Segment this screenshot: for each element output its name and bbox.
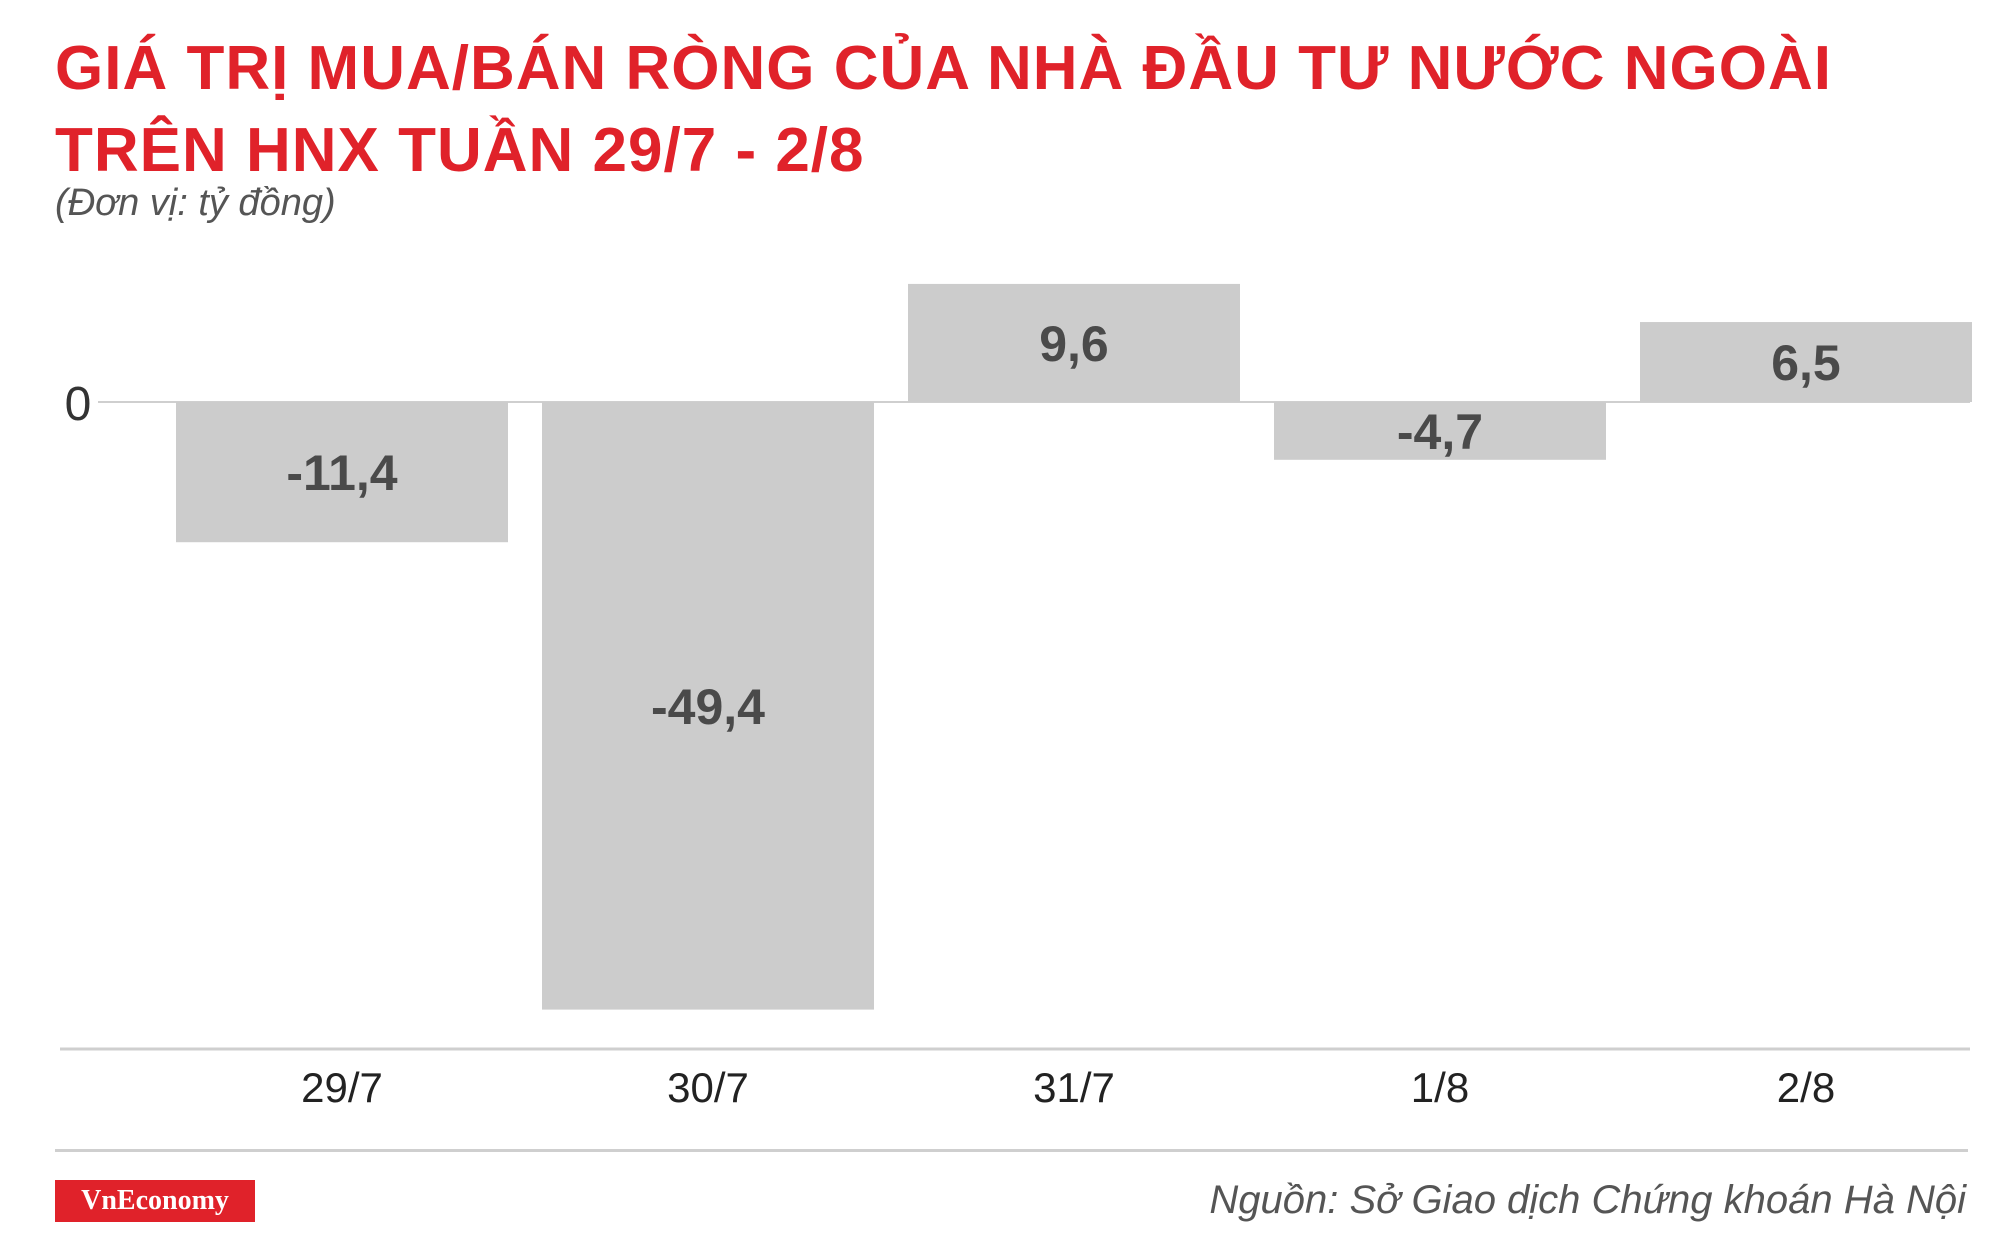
bar	[1274, 402, 1606, 460]
bar-value-label: -49,4	[651, 679, 765, 735]
vneconomy-logo: VnEconomy	[55, 1180, 255, 1222]
x-tick-label: 2/8	[1777, 1064, 1835, 1111]
chart-title-line2: TRÊN HNX TUẦN 29/7 - 2/8	[55, 116, 865, 185]
bar-value-label: -11,4	[286, 445, 397, 501]
bar-value-label: 9,6	[1039, 316, 1109, 372]
x-tick-label: 30/7	[667, 1064, 749, 1111]
bar-chart: 0 -11,4 29/7 -49,4 30/7 9,6 31/7 -4,7 1/8 6,5 2/8	[60, 283, 1972, 1111]
chart-title: GIÁ TRỊ MUA/BÁN RÒNG CỦA NHÀ ĐẦU TƯ NƯỚC…	[55, 28, 1832, 192]
bar	[908, 283, 1240, 402]
bar-value-label: 6,5	[1771, 335, 1841, 391]
x-tick-label: 29/7	[301, 1064, 383, 1111]
bar	[1640, 322, 1972, 402]
footer-divider	[55, 1149, 1968, 1152]
x-tick-label: 31/7	[1033, 1064, 1115, 1111]
bar-value-label: -4,7	[1397, 404, 1483, 460]
unit-label: (Đơn vị: tỷ đồng)	[55, 182, 336, 224]
y-tick-label: 0	[65, 378, 92, 431]
chart-title-line1: GIÁ TRỊ MUA/BÁN RÒNG CỦA NHÀ ĐẦU TƯ NƯỚC…	[55, 34, 1832, 103]
x-tick-label: 1/8	[1411, 1064, 1469, 1111]
bar	[176, 402, 508, 543]
source-note: Nguồn: Sở Giao dịch Chứng khoán Hà Nội	[1209, 1178, 1966, 1222]
bar	[542, 402, 874, 1010]
